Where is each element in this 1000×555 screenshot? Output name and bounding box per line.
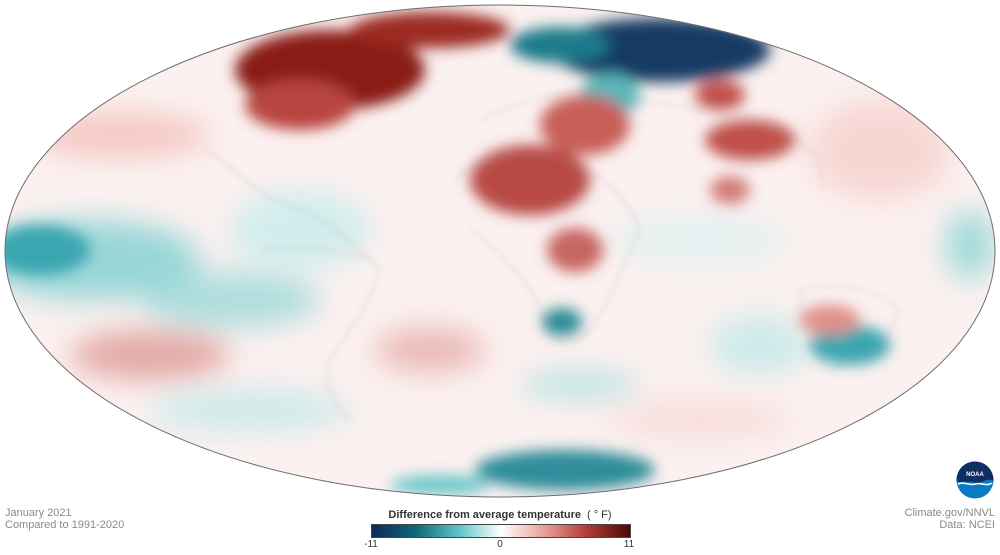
source-label: Data: NCEI <box>939 519 995 531</box>
date-caption: January 2021 Compared to 1991-2020 <box>5 507 124 531</box>
legend-title-text: Difference from average temperature <box>388 509 581 521</box>
legend-mid-label: 0 <box>497 539 503 550</box>
noaa-logo-text: NOAA <box>966 472 984 478</box>
color-legend: Difference from average temperature ( ° F… <box>360 509 640 550</box>
coastlines <box>204 93 901 421</box>
globe-outline <box>4 4 996 498</box>
legend-max-label: 11 <box>623 539 635 550</box>
broad-anomaly-patches <box>5 100 995 438</box>
credit-label: Climate.gov/NNVL <box>904 507 995 519</box>
anomaly-map-svg <box>4 4 996 498</box>
legend-title: Difference from average temperature ( ° F… <box>360 509 640 521</box>
legend-unit: ( ° F) <box>587 509 612 521</box>
world-map <box>4 4 996 498</box>
noaa-logo-icon: NOAA <box>956 461 994 499</box>
strong-anomaly-patches <box>5 12 890 495</box>
date-label: January 2021 <box>5 507 72 519</box>
anomaly-field <box>5 5 995 497</box>
baseline-label: Compared to 1991-2020 <box>5 519 125 531</box>
legend-min-label: -11 <box>364 539 378 550</box>
credit-caption: Climate.gov/NNVL Data: NCEI <box>905 507 995 531</box>
legend-color-bar <box>371 524 631 538</box>
